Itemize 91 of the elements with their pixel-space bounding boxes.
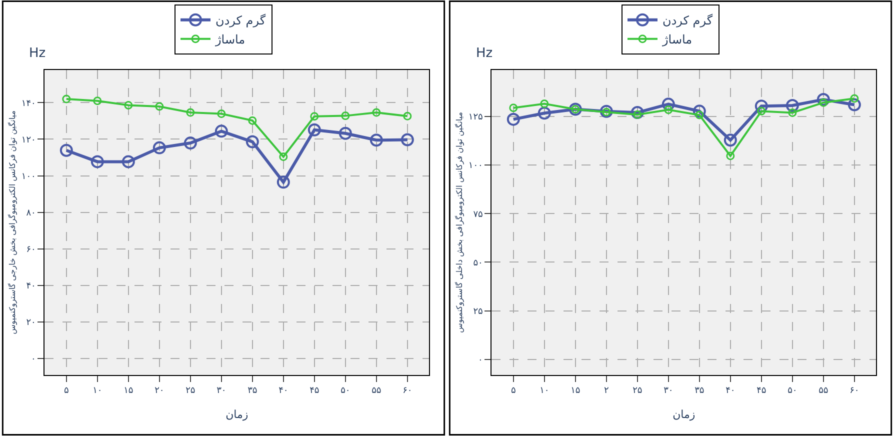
y-tick-label: ۰: [478, 356, 483, 366]
point: [538, 106, 551, 120]
x-tick-label: ۶۰: [402, 386, 412, 396]
point: [62, 94, 71, 104]
text: Hz: [476, 46, 493, 61]
point: [341, 112, 350, 120]
x-tick-label: ۴۵: [310, 386, 320, 396]
point: [403, 112, 412, 120]
point: [850, 94, 859, 103]
point: [122, 155, 135, 168]
point: [754, 100, 768, 113]
point: [788, 108, 797, 117]
point: [186, 108, 195, 117]
point: [816, 93, 830, 106]
x-tick-label: ۲۰: [154, 386, 164, 396]
point: [372, 108, 381, 117]
x-tick-label: ۵: [510, 386, 516, 396]
point: [246, 135, 259, 148]
x-axis-title: زمان: [226, 408, 248, 421]
point: [60, 144, 73, 157]
x-tick-label: ۴۵: [756, 386, 766, 396]
y-tick-label: ۶۰: [26, 245, 36, 256]
point: [400, 133, 414, 146]
x-axis-title: زمان: [672, 408, 696, 421]
x-tick-label: ۲۵: [186, 386, 196, 396]
legend-label: ماساژ: [214, 32, 246, 47]
y-tick-label: ۲۰: [26, 318, 36, 328]
point: [155, 102, 164, 111]
text: Hz: [29, 46, 46, 61]
point: [217, 110, 226, 118]
x-tick-label: ۳۰: [216, 386, 226, 396]
point: [662, 98, 675, 111]
y-tick-label: ۱۰۰: [468, 161, 483, 172]
point: [248, 116, 257, 125]
x-tick-label: ۵۵: [372, 386, 382, 396]
y-tick-label: ۵۰: [473, 258, 483, 268]
point: [184, 136, 197, 150]
x-tick-label: ۱۰: [92, 386, 102, 396]
point: [509, 104, 518, 112]
point: [214, 124, 228, 138]
point: [540, 100, 549, 108]
x-tick-label: ۵۰: [340, 386, 350, 396]
point: [276, 176, 290, 189]
legend-label: ماساژ: [662, 32, 692, 47]
x-tick-label: ۱۵: [124, 386, 134, 396]
y-tick-label: ۸۰: [26, 208, 36, 218]
point: [664, 106, 673, 114]
point: [90, 155, 104, 168]
y-tick-label: ۴۰: [26, 282, 36, 292]
point: [724, 134, 737, 147]
point: [757, 106, 766, 116]
point: [124, 100, 133, 110]
y-axis-title: میانگین توان فرکانس الکترومیوگرافی بخش داخلی گاستروکنمیوس: [454, 112, 464, 333]
point: [338, 126, 352, 140]
point: [600, 104, 613, 118]
y-axis-title: میانگین توان فرکانس الکترومیوگرافی بخش خارجی گاستروکنمیوس: [7, 110, 18, 334]
x-tick-label: ۴۰: [726, 386, 736, 396]
y-tick-label: ۲۵: [473, 306, 484, 317]
point: [506, 112, 520, 126]
x-tick-label: ۵۰: [788, 386, 798, 396]
y-tick-label: ۱۲۰: [21, 135, 36, 146]
point: [786, 99, 799, 112]
x-tick-label: ۲۵: [632, 386, 642, 396]
point: [370, 134, 383, 147]
x-tick-label: ۳۵: [694, 386, 704, 396]
legend-label: گرم کردن: [662, 14, 713, 28]
x-tick-label: ۱۵: [570, 386, 580, 396]
legend-label: گرم کردن: [216, 14, 266, 28]
point: [726, 152, 735, 160]
x-tick-label: ۱۰: [540, 386, 550, 396]
point: [308, 123, 321, 136]
x-tick-label: ۴۰: [278, 386, 288, 396]
x-tick-label: ۵۵: [818, 386, 828, 396]
x-tick-label: ۵: [64, 386, 69, 396]
y-tick-label: ۷۵: [473, 210, 484, 220]
y-tick-label: ۱۰۰: [21, 172, 36, 182]
point: [848, 98, 861, 112]
x-tick-label: ۳۵: [248, 386, 258, 396]
x-tick-label: ۳۰: [664, 386, 674, 396]
point: [279, 152, 288, 161]
point: [93, 96, 102, 106]
y-tick-label: ۰: [31, 354, 36, 365]
point: [152, 141, 166, 154]
point: [568, 102, 582, 116]
point: [310, 112, 319, 121]
y-tick-label: ۱۲۵: [468, 112, 484, 123]
x-tick-label: ۲: [604, 386, 609, 396]
point: [630, 106, 644, 120]
point: [692, 104, 706, 118]
x-tick-label: ۶۰: [850, 386, 860, 396]
y-tick-label: ۱۴۰: [21, 98, 36, 109]
